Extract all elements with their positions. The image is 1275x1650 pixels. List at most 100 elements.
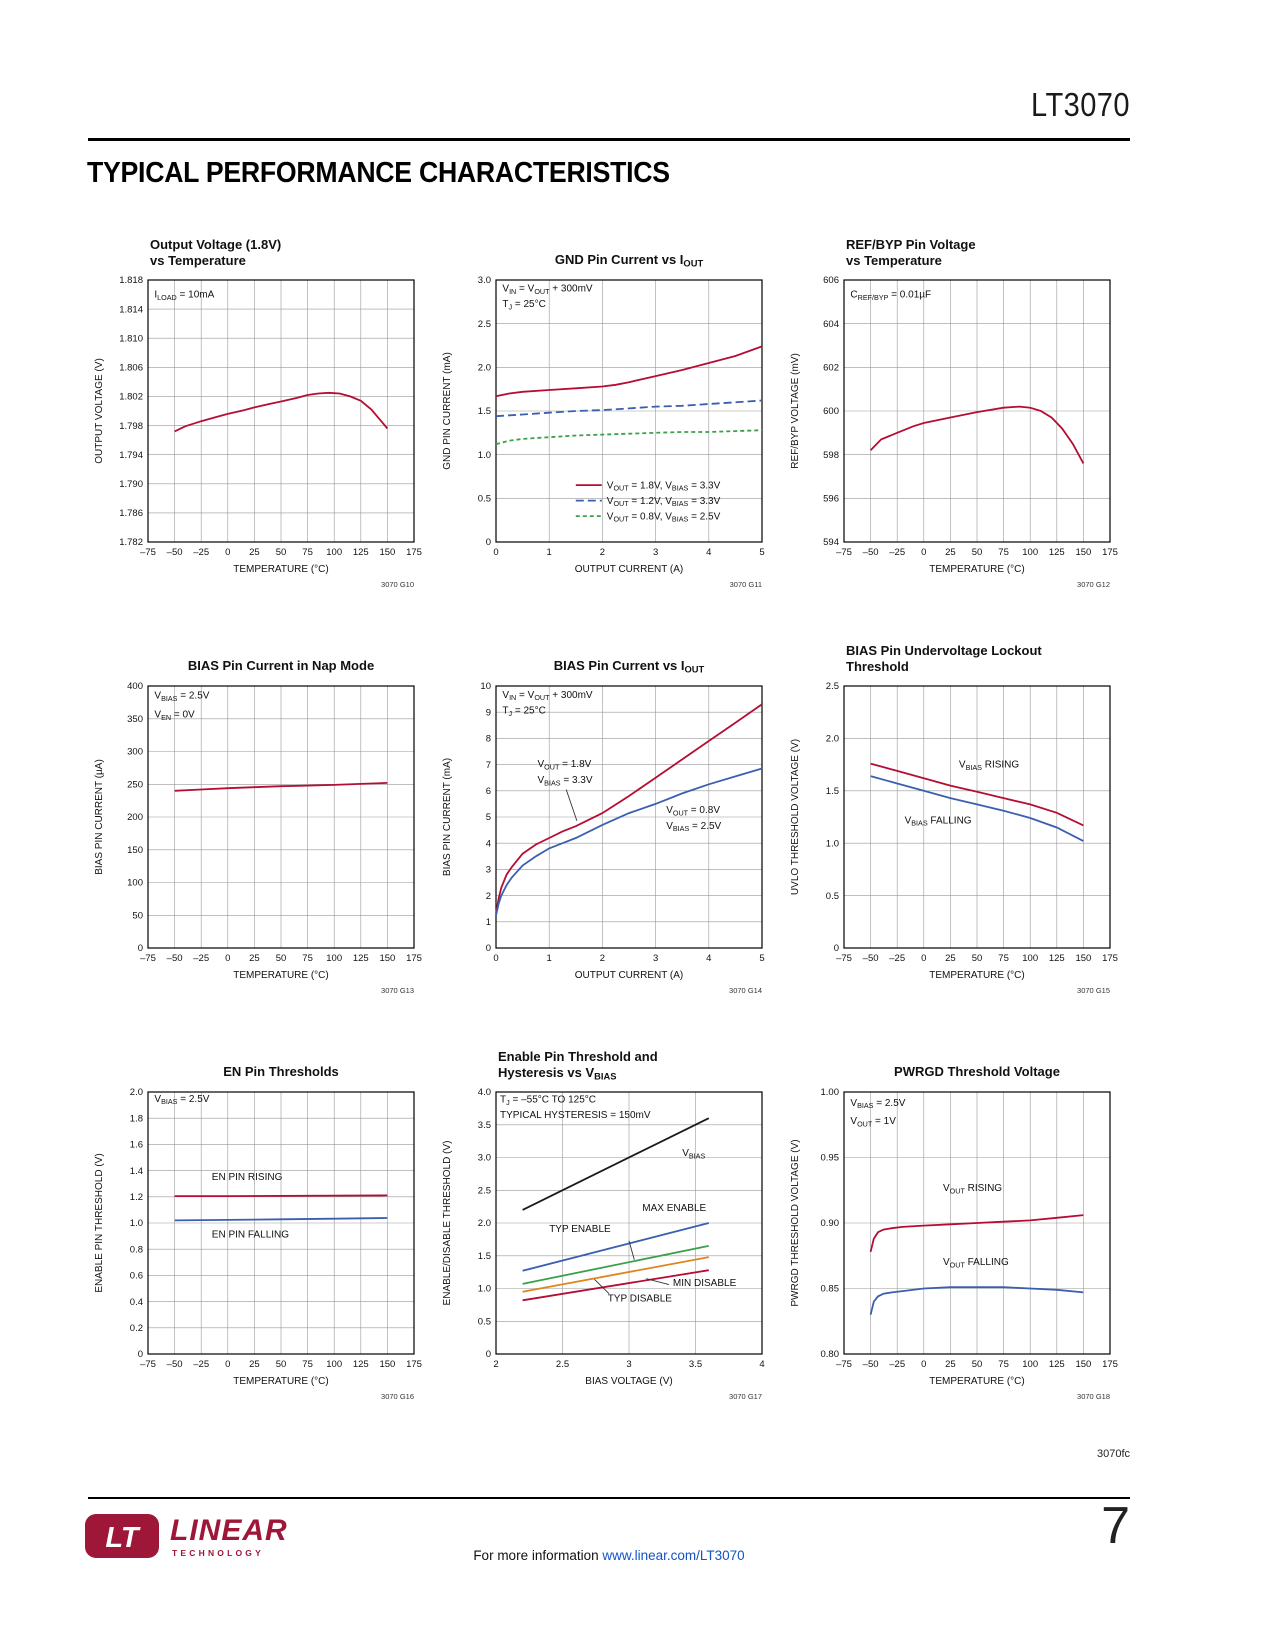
- x-tick-label: 0: [493, 953, 498, 964]
- x-tick-label: –25: [889, 1359, 905, 1370]
- x-tick-label: 25: [945, 1359, 956, 1370]
- x-tick-label: 125: [353, 953, 369, 964]
- x-tick-label: 2: [600, 953, 605, 964]
- x-tick-label: 50: [276, 1359, 287, 1370]
- x-tick-label: 25: [945, 547, 956, 558]
- x-tick-label: 150: [1075, 1359, 1091, 1370]
- annotation: TJ = –55°C TO 125°C: [500, 1095, 596, 1107]
- y-axis-label: BIAS PIN CURRENT (µA): [94, 759, 105, 875]
- y-tick-label: 0: [138, 1349, 143, 1360]
- x-tick-label: –75: [140, 953, 156, 964]
- series-vout-1p8v-vbias-3p3v: [495, 345, 763, 398]
- charts-grid: ILOAD = 10mA –75 –50 –25 0 25 50 75 100 125 150 175…: [88, 222, 1132, 1418]
- x-tick-label: 0: [921, 953, 926, 964]
- x-tick-label: 125: [353, 1359, 369, 1370]
- chart-title: vs Temperature: [150, 253, 246, 268]
- y-tick-label: 602: [823, 363, 839, 374]
- chart-3070-g15: VBIAS RISING VBIAS FALLING –75 –50 –25 0 25 50 7…: [784, 628, 1132, 1012]
- y-tick-label: 1.782: [119, 537, 143, 548]
- y-tick-label: 3.0: [478, 275, 491, 286]
- y-tick-label: 2: [486, 891, 491, 902]
- graph-id: 3070 G12: [1077, 580, 1110, 589]
- plot-frame: [147, 1091, 415, 1355]
- y-tick-label: 598: [823, 450, 839, 461]
- x-tick-label: 2.5: [556, 1359, 569, 1370]
- x-tick-label: 75: [302, 547, 313, 558]
- y-axis-label: OUTPUT VOLTAGE (V): [94, 358, 105, 464]
- logo-name: LINEAR: [170, 1514, 288, 1547]
- chart-svg: VBIAS = 2.5V EN PIN RISING EN PIN FALLING –…: [94, 1064, 422, 1401]
- x-axis-label: OUTPUT CURRENT (A): [575, 970, 684, 981]
- y-tick-label: 594: [823, 537, 839, 548]
- y-tick-label: 1.0: [478, 1284, 491, 1295]
- y-tick-label: 2.5: [478, 1185, 491, 1196]
- footer-rule: [88, 1497, 1130, 1499]
- y-tick-label: 0.5: [478, 1316, 491, 1327]
- graph-id: 3070 G18: [1077, 1392, 1110, 1401]
- series-typ-enable: [522, 1245, 709, 1285]
- chart-title: BIAS Pin Current vs IOUT: [554, 658, 705, 674]
- y-tick-label: 2.5: [826, 681, 839, 692]
- curve-label: VBIAS = 2.5V: [666, 821, 721, 833]
- x-tick-label: 3: [626, 1359, 631, 1370]
- plot-frame: [495, 1091, 763, 1355]
- x-tick-label: 0: [225, 1359, 230, 1370]
- y-tick-label: 1.5: [478, 1251, 491, 1262]
- x-tick-label: 125: [1049, 953, 1065, 964]
- y-tick-label: 604: [823, 319, 839, 330]
- y-tick-label: 2.5: [478, 319, 491, 330]
- x-tick-label: 50: [276, 547, 287, 558]
- x-tick-label: 50: [972, 1359, 983, 1370]
- y-tick-label: 0.5: [478, 494, 491, 505]
- series-en-pin-falling: [174, 1217, 388, 1222]
- x-tick-label: 25: [249, 953, 260, 964]
- curve-label: VOUT RISING: [943, 1183, 1002, 1195]
- annotation: CREF/BYP = 0.01µF: [850, 290, 931, 302]
- y-axis-label: UVLO THRESHOLD VOLTAGE (V): [790, 739, 801, 895]
- chart-title: REF/BYP Pin Voltage: [846, 237, 976, 252]
- plot-frame: [147, 279, 415, 543]
- leader-line: [628, 1240, 635, 1260]
- x-tick-label: 75: [998, 547, 1009, 558]
- legend-label: VOUT = 0.8V, VBIAS = 2.5V: [607, 511, 721, 523]
- x-tick-label: 2: [493, 1359, 498, 1370]
- chart-title: Hysteresis vs VBIAS: [498, 1065, 616, 1081]
- x-tick-label: 150: [379, 547, 395, 558]
- x-tick-label: 50: [972, 953, 983, 964]
- x-tick-label: –75: [836, 953, 852, 964]
- y-tick-label: 8: [486, 734, 491, 745]
- logo-sub: TECHNOLOGY: [172, 1548, 264, 1558]
- x-tick-label: 150: [379, 953, 395, 964]
- chart-title: vs Temperature: [846, 253, 942, 268]
- annotation: TJ = 25°C: [502, 706, 545, 718]
- x-tick-label: 1: [547, 547, 552, 558]
- chart-svg: TJ = –55°C TO 125°C TYPICAL HYSTERESIS = …: [442, 1049, 765, 1401]
- x-tick-label: 0: [493, 547, 498, 558]
- y-tick-label: 1.6: [130, 1140, 143, 1151]
- series-bias-pin-current-nap: [174, 782, 388, 792]
- y-axis-label: PWRGD THRESHOLD VOLTAGE (V): [790, 1139, 801, 1306]
- x-tick-label: 175: [1102, 1359, 1118, 1370]
- chart-svg: ILOAD = 10mA –75 –50 –25 0 25 50 75 100 125 150 175…: [94, 237, 422, 589]
- y-tick-label: 0.8: [130, 1244, 143, 1255]
- annotation: TYPICAL HYSTERESIS = 150mV: [500, 1110, 651, 1121]
- y-tick-label: 1.786: [119, 508, 143, 519]
- logo-mark-text: LT: [105, 1522, 141, 1554]
- chart-3070-g11: VIN = VOUT + 300mV TJ = 25°C VOUT = 1.8V, …: [436, 222, 784, 606]
- y-tick-label: 7: [486, 760, 491, 771]
- plot-frame: [495, 685, 763, 949]
- y-tick-label: 1.806: [119, 363, 143, 374]
- x-tick-label: 4: [706, 953, 711, 964]
- x-tick-label: –25: [193, 953, 209, 964]
- annotation: TJ = 25°C: [502, 299, 545, 311]
- footer-link[interactable]: www.linear.com/LT3070: [602, 1548, 745, 1563]
- chart-title: BIAS Pin Current in Nap Mode: [188, 658, 374, 673]
- linear-technology-logo: LT LINEAR TECHNOLOGY: [84, 1510, 288, 1562]
- chart-title: BIAS Pin Undervoltage Lockout: [846, 643, 1042, 658]
- graph-id: 3070 G17: [729, 1392, 762, 1401]
- x-tick-label: 0: [921, 1359, 926, 1370]
- series-vbias-rising: [870, 762, 1084, 827]
- curve-label: EN PIN FALLING: [212, 1229, 289, 1240]
- y-tick-label: 1.0: [478, 450, 491, 461]
